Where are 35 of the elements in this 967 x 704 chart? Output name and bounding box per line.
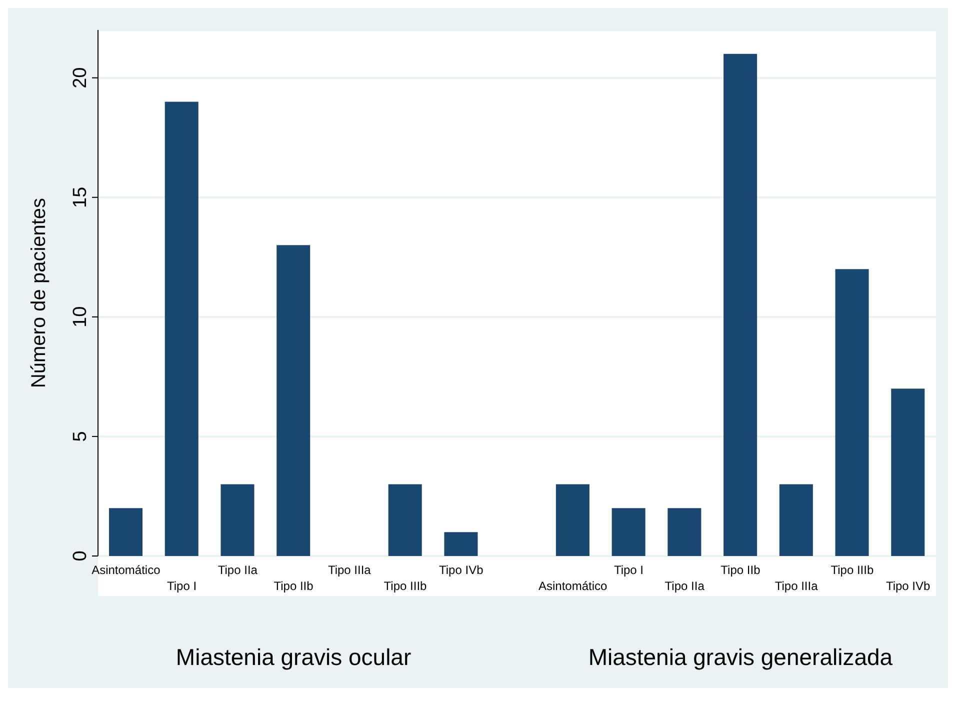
text: Miastenia gravis generalizada	[587, 644, 894, 671]
bar	[891, 388, 925, 556]
y-tick-label: 5	[70, 431, 91, 442]
x-tick-label: Tipo I	[167, 579, 197, 593]
x-tick-label: Tipo IVb	[886, 579, 931, 593]
x-tick-label: Tipo IIIa	[328, 563, 372, 577]
x-tick-label: Tipo IIIb	[384, 579, 428, 593]
y-axis-title: Número de pacientes	[28, 198, 50, 388]
bar	[388, 484, 422, 556]
y-tick-label: 10	[70, 306, 91, 328]
y-tick-label: 15	[70, 186, 91, 208]
x-tick-label: Tipo IVb	[439, 563, 484, 577]
x-tick-label: Tipo IIb	[274, 579, 314, 593]
bar	[220, 484, 254, 556]
bar	[779, 484, 813, 556]
x-tick-label: Tipo IIIb	[830, 563, 874, 577]
x-tick-label: Tipo I	[614, 563, 644, 577]
x-tick-label: Tipo IIa	[218, 563, 258, 577]
x-tick-label: Tipo IIa	[664, 579, 705, 593]
y-tick-label: 20	[70, 67, 91, 88]
y-tick-label: 0	[70, 550, 91, 562]
bar	[109, 508, 143, 556]
bar	[556, 484, 590, 556]
x-tick-label: Tipo IIb	[720, 563, 761, 577]
x-tick-label: Tipo IIIa	[774, 579, 818, 593]
bar	[444, 532, 478, 556]
bar	[724, 54, 758, 556]
bar	[668, 508, 702, 556]
x-tick-label: Asintomático	[92, 563, 161, 577]
bar	[612, 508, 646, 556]
bar	[835, 269, 869, 556]
x-tick-label: Asintomático	[538, 579, 608, 593]
bar	[164, 102, 198, 556]
text: Miastenia gravis ocular	[174, 644, 412, 671]
bar	[276, 245, 310, 556]
